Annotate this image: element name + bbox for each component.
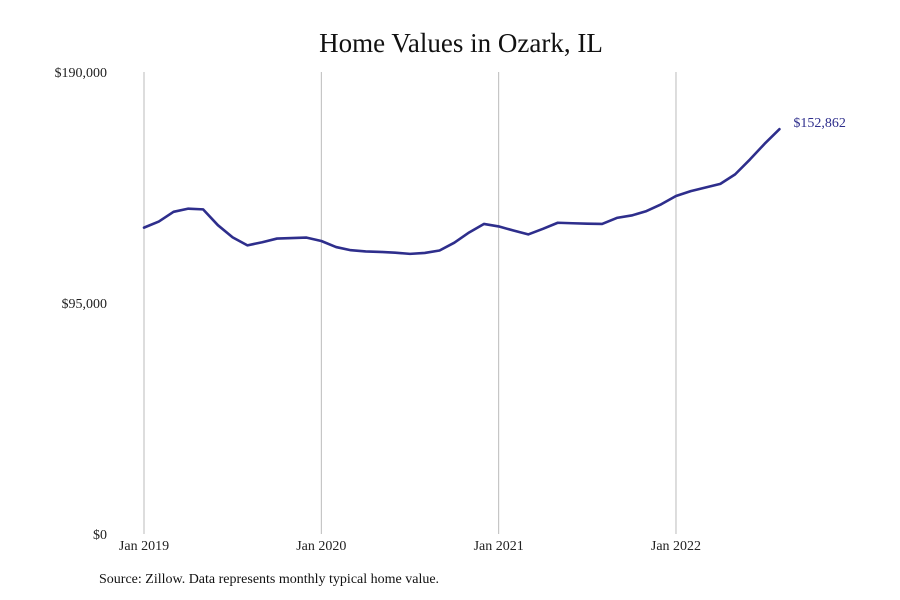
y-tick-label: $0 [93,528,107,543]
source-note: Source: Zillow. Data represents monthly … [99,572,440,587]
grid-layer [143,72,677,534]
y-tick-label: $95,000 [62,297,108,312]
y-tick-label: $190,000 [55,66,108,81]
chart-title: Home Values in Ozark, IL [319,28,603,58]
series-line [142,127,781,256]
x-tick-label: Jan 2020 [296,539,346,554]
end-value-label: $152,862 [793,116,846,131]
x-tick-label: Jan 2021 [474,539,524,554]
line-layer [142,127,781,256]
axis-layer: Jan 2019 Jan 2020 Jan 2021 Jan 2022 $0 $95,00… [55,66,846,554]
x-tick-label: Jan 2022 [651,539,701,554]
x-tick-label: Jan 2019 [119,539,169,554]
